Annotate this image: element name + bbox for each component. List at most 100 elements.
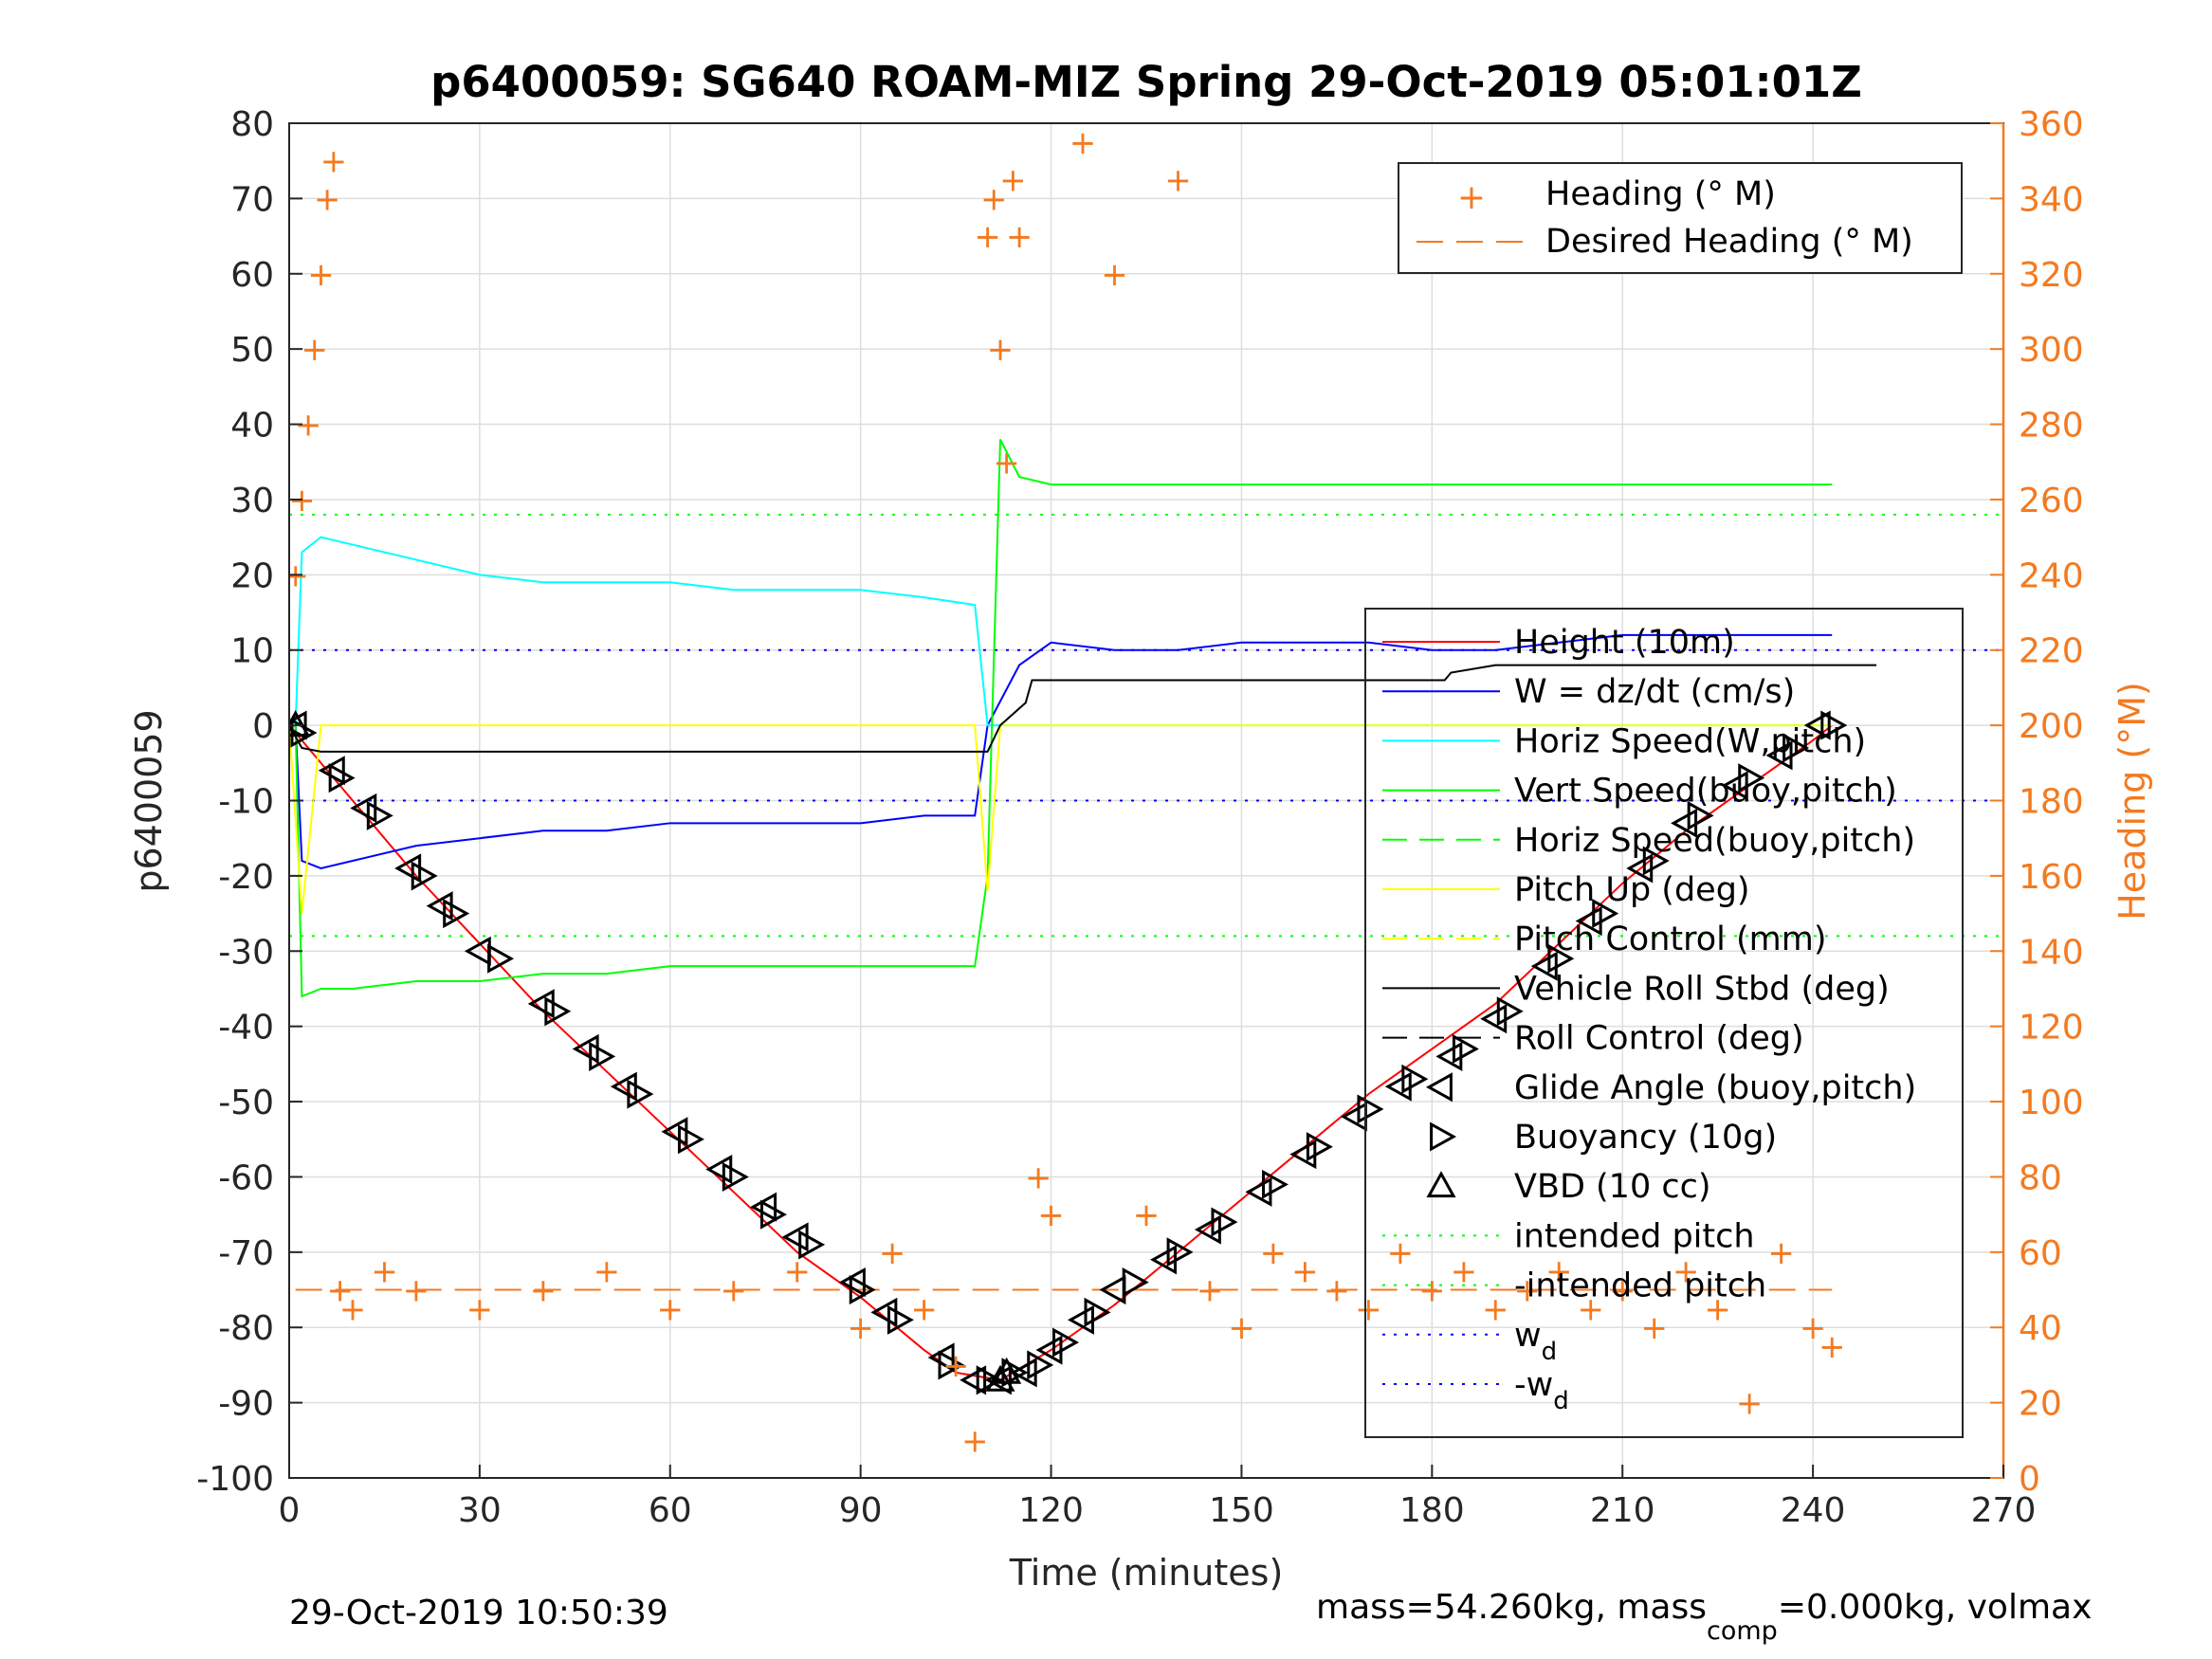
y2-tick-label: 340: [2019, 180, 2084, 219]
buoyancy-marker: [1401, 1064, 1429, 1094]
buoyancy-marker: [1547, 943, 1575, 974]
y-tick-label: -50: [218, 1084, 274, 1122]
buoyancy-marker: [722, 1161, 749, 1192]
heading-marker: +: [1291, 1253, 1319, 1291]
y-tick-label: -30: [218, 933, 274, 972]
x-tick-label: 150: [1209, 1491, 1274, 1530]
glide-angle-marker: [1150, 1245, 1177, 1275]
buoyancy-marker: [1052, 1327, 1080, 1358]
heading-marker: +: [1673, 1253, 1700, 1291]
chart-title: p6400059: SG640 ROAM-MIZ Spring 29-Oct-2…: [430, 57, 1862, 107]
height-series-line: [289, 724, 1833, 1381]
buoyancy-marker: [627, 1079, 654, 1109]
heading-marker: +: [1101, 256, 1128, 294]
roll-series-line: [289, 664, 1877, 753]
heading-marker: +: [1640, 1309, 1668, 1347]
y2-axis-label: Heading (°M): [2111, 682, 2153, 921]
heading-marker: +: [720, 1272, 747, 1310]
buoyancy-marker: [798, 1230, 826, 1260]
vbd-marker: [985, 1364, 1015, 1392]
buoyancy-marker: [1357, 1094, 1384, 1124]
y-tick-label: -70: [218, 1234, 274, 1273]
heading-marker: +: [1704, 1290, 1731, 1328]
y2-tick-label: 120: [2019, 1009, 2084, 1048]
footer-mass: mass=54.260kg, masscomp=0.000kg, volmax: [1316, 1588, 2092, 1646]
heading-marker: +: [594, 1253, 621, 1291]
buoyancy-marker: [1084, 1297, 1111, 1327]
heading-marker: +: [1164, 162, 1192, 200]
heading-marker: +: [657, 1290, 685, 1328]
buoyancy-marker: [1738, 763, 1765, 793]
heading-marker: +: [1514, 1272, 1542, 1310]
heading-marker: +: [314, 180, 341, 218]
legend-label: VBD (10 cc): [1514, 1168, 1711, 1206]
glide-angle-marker: [318, 756, 345, 786]
heading-marker: +: [1025, 1158, 1052, 1196]
heading-marker: +: [1609, 1272, 1636, 1310]
legend-label: Vert Speed(buoy,pitch): [1514, 773, 1897, 811]
legend-label-sub: d: [1553, 1387, 1569, 1415]
x-tick-label: 180: [1399, 1491, 1465, 1530]
plot-area: ++++++++++ + + + ++ + +++++++++++++++++++++ + + +…: [289, 124, 2003, 1460]
footer-timestamp: 29-Oct-2019 10:50:39: [289, 1594, 668, 1632]
main-legend: Height (10m) W = dz/dt (cm/s) Horiz Speed(…: [1364, 608, 1964, 1438]
heading-marker: +: [993, 444, 1020, 482]
y-tick-label: 50: [230, 331, 274, 370]
y-tick-label: 30: [230, 482, 274, 520]
buoyancy-marker: [1262, 1169, 1289, 1199]
buoyancy-marker: [366, 800, 393, 830]
legend-marker: [1425, 1072, 1453, 1103]
heading-marker: +: [466, 1290, 494, 1328]
heading-marker: +: [326, 1272, 354, 1310]
heading-marker: +: [961, 1422, 989, 1460]
y2-tick-label: 200: [2019, 707, 2084, 746]
footer-mass-part1: mass=54.260kg, mass: [1316, 1588, 1707, 1627]
buoyancy-marker: [1782, 733, 1810, 763]
y-tick-label: 80: [230, 105, 274, 144]
buoyancy-marker: [849, 1274, 876, 1305]
glide-angle-marker: [289, 710, 307, 740]
y-tick-label: -20: [218, 858, 274, 897]
heading-marker: +: [1767, 1234, 1795, 1272]
y2-tick-label: 100: [2019, 1084, 2084, 1122]
heading-marker: +: [1324, 1272, 1351, 1310]
axis-ticks: 0 30 60 90 120 150 180 210 240 270 80 70 60 50 40 30 20 1…: [196, 105, 2083, 1530]
buoyancy-marker: [887, 1304, 914, 1335]
heading-marker: +: [530, 1272, 558, 1310]
buoyancy-marker: [411, 861, 438, 891]
x-tick-label: 210: [1590, 1491, 1655, 1530]
legend-marker: [1430, 1121, 1457, 1152]
legend-label: intended pitch: [1514, 1217, 1755, 1255]
y-tick-label: 60: [230, 256, 274, 295]
y2-tick-label: 60: [2019, 1234, 2062, 1273]
buoyancy-marker: [938, 1350, 965, 1380]
heading-marker: +: [942, 1347, 970, 1385]
y-tick-label: 70: [230, 180, 274, 219]
y-tick-label: -60: [218, 1158, 274, 1197]
buoyancy-marker: [1122, 1267, 1149, 1298]
heading-marker: +: [987, 331, 1015, 369]
horiz-speed-w-series-line: [294, 536, 1833, 727]
heading-marker: +: [1037, 1196, 1065, 1234]
legend-label: Vehicle Roll Stbd (deg): [1514, 970, 1890, 1008]
y2-tick-label: 280: [2019, 407, 2084, 446]
heading-legend: + Heading (° M) Desired Heading (° M): [1398, 162, 1963, 274]
heading-marker: +: [879, 1234, 906, 1272]
glide-angle-marker: [960, 1365, 987, 1395]
heading-marker: +: [307, 256, 335, 294]
desired-heading-legend-label: Desired Heading (° M): [1545, 223, 1913, 261]
heading-marker: +: [847, 1309, 874, 1347]
glide-angle-marker: [572, 1033, 599, 1065]
heading-marker: +: [980, 180, 1008, 218]
glide-angle-marker: [527, 989, 555, 1019]
legend-label: Pitch Up (deg): [1514, 871, 1750, 909]
buoyancy-marker: [1211, 1207, 1238, 1237]
buoyancy-marker: [589, 1041, 616, 1071]
y2-tick-label: 180: [2019, 783, 2084, 822]
heading-marker: +: [974, 218, 1001, 256]
glide-angle-marker: [927, 1342, 955, 1373]
heading-marker: +: [1819, 1328, 1846, 1366]
legend-label-sub: d: [1542, 1338, 1558, 1366]
heading-marker: +: [1006, 218, 1033, 256]
y2-tick-label: 240: [2019, 556, 2084, 595]
